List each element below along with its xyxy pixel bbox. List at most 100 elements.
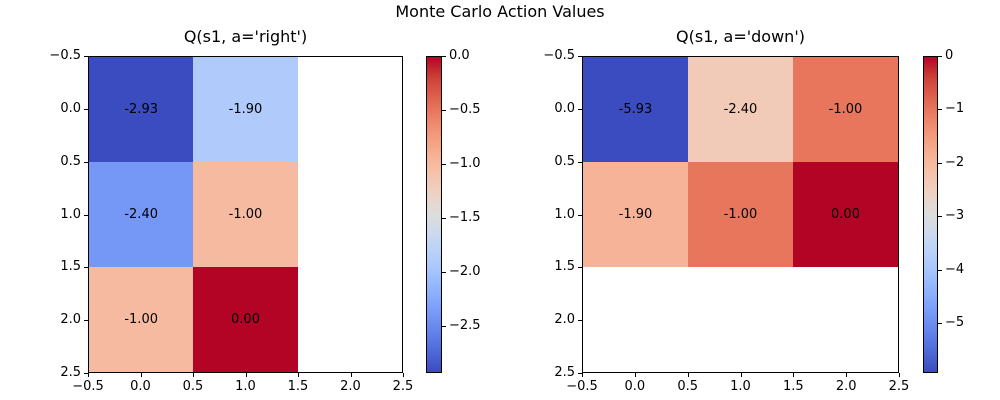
y-tick <box>578 373 582 374</box>
colorbar-tick <box>442 110 446 112</box>
heatmap-cell: 0.00 <box>193 267 298 372</box>
x-tick-label: −0.5 <box>566 379 598 394</box>
y-tick-label: −0.5 <box>49 48 81 63</box>
y-tick <box>578 214 582 216</box>
heatmap-cell: 0.00 <box>793 162 898 267</box>
x-tick <box>793 373 795 377</box>
heatmap-cell: -2.40 <box>89 162 194 267</box>
colorbar-tick-label: −3 <box>945 208 965 224</box>
colorbar-tick-label: −0.5 <box>449 102 481 118</box>
colorbar-tick-label: −2 <box>945 154 965 170</box>
y-tick <box>84 161 88 163</box>
x-tick-label: 0.0 <box>130 379 151 394</box>
heatmap-cell: -2.40 <box>688 57 793 162</box>
x-tick-label: 1.5 <box>287 379 309 394</box>
y-tick-label: 0.5 <box>60 153 81 169</box>
colorbar-tick-label: −5 <box>945 315 965 331</box>
x-tick-label: 0.5 <box>182 379 204 394</box>
colorbar-tick <box>442 164 446 166</box>
heatmap-cell: -5.93 <box>583 57 688 162</box>
y-tick <box>578 56 582 57</box>
colorbar <box>923 56 938 373</box>
x-tick <box>403 373 404 377</box>
heatmap-plot: -2.93 -1.90 -2.40 -1.00 -1.00 0.00 <box>88 56 403 373</box>
x-tick-label: 2.5 <box>888 379 910 394</box>
x-tick <box>687 373 689 377</box>
y-tick-label: 1.5 <box>60 259 81 275</box>
colorbar-tick-label: −4 <box>945 261 965 277</box>
y-tick-label: −0.5 <box>543 48 575 63</box>
colorbar-tick <box>938 56 942 57</box>
colorbar-tick-label: −1.5 <box>449 210 481 226</box>
colorbar-tick <box>938 109 942 111</box>
x-tick-label: 0.0 <box>624 379 646 394</box>
colorbar-tick-label: −1.0 <box>449 156 481 172</box>
x-tick <box>298 373 299 377</box>
y-tick-label: 2.0 <box>554 312 575 328</box>
colorbar-tick <box>938 269 942 271</box>
y-tick-label: 0.0 <box>554 100 575 116</box>
x-tick <box>88 373 89 377</box>
y-tick-label: 1.0 <box>554 206 575 222</box>
x-tick-label: 0.5 <box>677 379 698 394</box>
y-tick <box>84 214 88 216</box>
heatmap-cell: -1.00 <box>688 162 793 267</box>
y-tick <box>578 320 582 322</box>
x-tick <box>193 373 194 377</box>
colorbar-tick <box>442 56 446 57</box>
colorbar-tick-label: −2.5 <box>449 318 481 334</box>
y-tick <box>578 108 582 110</box>
heatmap-cell: -1.90 <box>583 162 688 267</box>
colorbar-tick-label: −2.0 <box>449 264 481 280</box>
x-tick <box>245 373 247 377</box>
y-tick-label: 2.0 <box>60 312 81 328</box>
x-tick <box>582 373 583 377</box>
colorbar-tick <box>442 218 446 220</box>
x-tick-label: 2.5 <box>392 379 414 394</box>
colorbar-tick <box>938 323 942 325</box>
x-tick <box>846 373 848 377</box>
colorbar-tick <box>938 162 942 164</box>
heatmap-cell: -1.90 <box>193 57 298 162</box>
heatmap-cell: -1.00 <box>89 267 194 372</box>
y-tick-label: 2.5 <box>60 365 81 380</box>
colorbar-tick-label: −1 <box>945 101 965 117</box>
y-tick <box>84 56 88 57</box>
y-tick <box>84 373 88 374</box>
y-tick-label: 2.5 <box>554 365 575 380</box>
y-tick-label: 1.0 <box>60 206 81 222</box>
subplot-title: Q(s1, a='right') <box>183 27 308 46</box>
colorbar <box>426 56 442 373</box>
y-tick-label: 0.5 <box>554 153 575 169</box>
heatmap-cell: -1.00 <box>793 57 898 162</box>
heatmap-cell: -1.00 <box>193 162 298 267</box>
y-tick <box>84 267 88 269</box>
colorbar-tick-label: 0.0 <box>449 48 470 63</box>
colorbar-tick-label: 0 <box>945 48 954 63</box>
x-tick <box>140 373 142 377</box>
x-tick-label: 1.0 <box>235 379 256 394</box>
heatmap-plot: -5.93 -2.40 -1.00 -1.90 -1.00 0.00 <box>582 56 899 373</box>
x-tick-label: 1.5 <box>782 379 804 394</box>
y-tick <box>84 320 88 322</box>
y-tick <box>84 108 88 110</box>
colorbar-tick <box>938 216 942 218</box>
y-tick <box>578 161 582 163</box>
x-tick <box>740 373 742 377</box>
figure-title: Monte Carlo Action Values <box>395 2 605 21</box>
x-tick-label: −0.5 <box>72 379 104 394</box>
heatmap-cell: -2.93 <box>89 57 194 162</box>
colorbar-tick <box>442 326 446 328</box>
x-tick-label: 2.0 <box>340 379 361 394</box>
y-tick <box>578 267 582 269</box>
x-tick <box>350 373 352 377</box>
colorbar-tick <box>442 272 446 274</box>
x-tick <box>899 373 900 377</box>
x-tick-label: 1.0 <box>730 379 751 394</box>
y-tick-label: 1.5 <box>554 259 575 275</box>
x-tick <box>634 373 636 377</box>
subplot-title: Q(s1, a='down') <box>676 27 805 46</box>
y-tick-label: 0.0 <box>60 100 81 116</box>
x-tick-label: 2.0 <box>835 379 857 394</box>
